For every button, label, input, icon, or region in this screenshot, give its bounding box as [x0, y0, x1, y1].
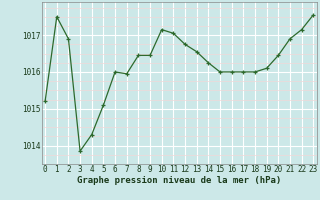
X-axis label: Graphe pression niveau de la mer (hPa): Graphe pression niveau de la mer (hPa): [77, 176, 281, 185]
